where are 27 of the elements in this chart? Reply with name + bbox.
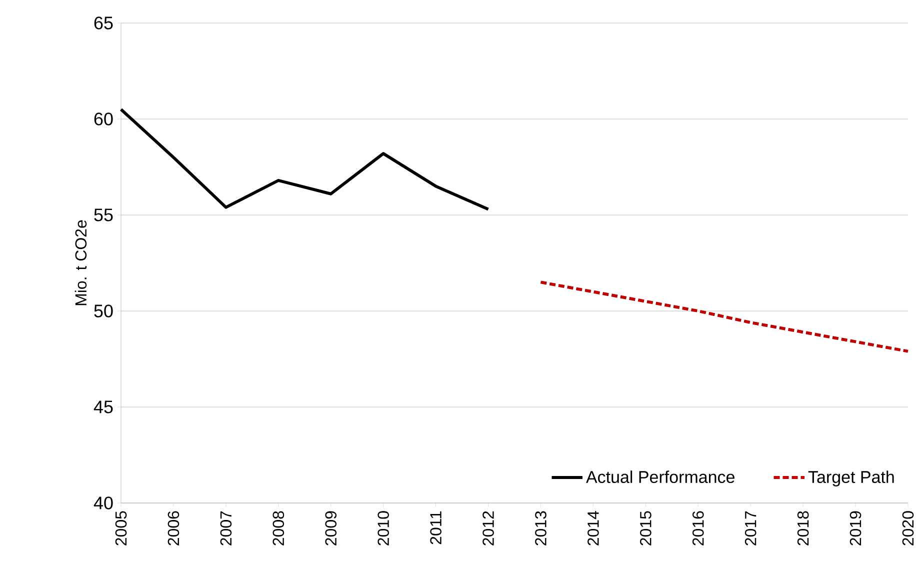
- x-tick-label: 2017: [744, 511, 756, 546]
- x-tick-label: 2019: [850, 511, 862, 546]
- x-tick-label: 2014: [588, 511, 599, 546]
- x-tick-label: 2018: [797, 511, 809, 546]
- y-tick-label: 40: [94, 496, 113, 510]
- y-tick-label: 45: [94, 400, 113, 414]
- x-tick-label: 2016: [692, 511, 704, 546]
- x-tick-label: 2008: [272, 511, 284, 546]
- x-tick-label: 2020: [902, 511, 914, 546]
- x-tick-label: 2010: [378, 511, 389, 546]
- legend-label: Target Path: [808, 470, 894, 486]
- y-tick-label: 55: [94, 208, 113, 222]
- x-tick-label: 2013: [535, 511, 546, 546]
- x-tick-label: 2012: [482, 511, 494, 546]
- line-series: [539, 280, 910, 353]
- y-axis-title: Mio. t CO2e: [74, 220, 87, 306]
- line-series: [120, 108, 490, 211]
- x-tick-label: 2006: [168, 511, 180, 546]
- x-tick-label: 2005: [115, 511, 127, 546]
- y-tick-label: 65: [94, 16, 113, 30]
- x-tick-label: 2011: [430, 511, 442, 544]
- x-tick-label: 2007: [220, 511, 232, 546]
- legend-label: Actual Performance: [586, 470, 734, 484]
- x-tick-label: 2009: [325, 511, 337, 546]
- y-tick-label: 50: [94, 304, 113, 318]
- y-tick-label: 60: [94, 112, 113, 126]
- x-tick-label: 2015: [640, 511, 652, 546]
